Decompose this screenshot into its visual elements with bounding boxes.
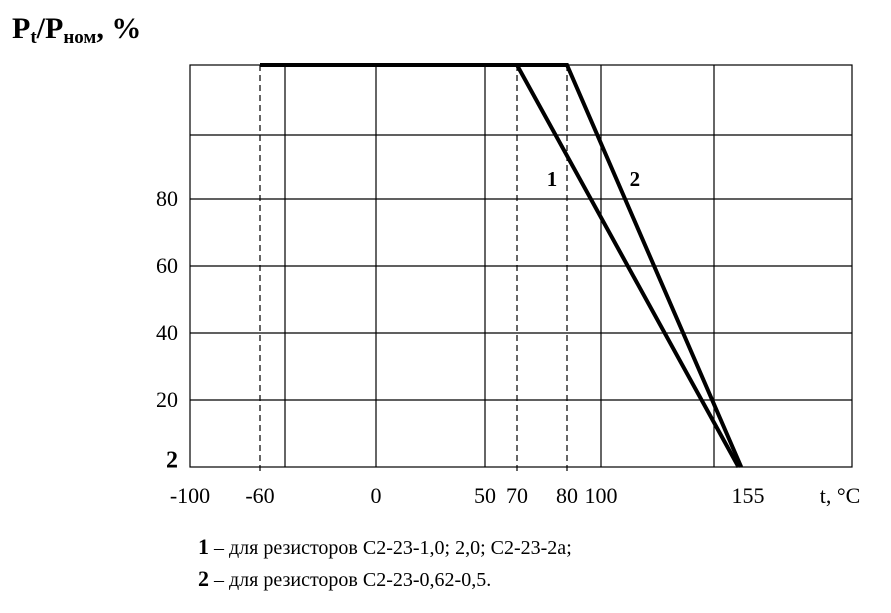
legend-text: для резисторов С2-23-1,0; 2,0; С2-23-2а;	[229, 537, 572, 559]
x-tick-label: 100	[585, 483, 618, 508]
y-tick-label: 80	[156, 186, 178, 211]
x-tick-label: -60	[245, 483, 274, 508]
y-tick-label: 60	[156, 253, 178, 278]
x-tick-label: 50	[474, 483, 496, 508]
x-tick-labels: -100 -60 0 50 70 80 100 155	[170, 483, 765, 508]
y-tick-label: 40	[156, 320, 178, 345]
x-tick-label: 155	[732, 483, 765, 508]
curve-label: 1	[547, 167, 558, 191]
legend-number: 1	[198, 534, 209, 559]
legend-dash: –	[209, 569, 229, 591]
legend-text: для резисторов С2-23-0,62-0,5.	[229, 569, 492, 591]
y-tick-labels: 2 20 40 60 80	[156, 186, 178, 473]
legend-item-1: 1 – для резисторов С2-23-1,0; 2,0; С2-23…	[198, 534, 572, 560]
series-line-2	[260, 63, 744, 468]
x-tick-label: 0	[371, 483, 382, 508]
x-tick-label: -100	[170, 483, 210, 508]
y-axis-label: Pt/Pном, %	[12, 12, 141, 48]
y-tick-label: 2	[166, 447, 178, 473]
legend-dash: –	[209, 537, 229, 559]
x-tick-label: 80	[556, 483, 578, 508]
x-axis-label: t, °C	[820, 483, 861, 508]
y-tick-label: 20	[156, 387, 178, 412]
grid	[189, 64, 853, 468]
x-tick-label: 70	[506, 483, 528, 508]
curves	[260, 63, 744, 468]
legend-item-2: 2 – для резисторов С2-23-0,62-0,5.	[198, 566, 491, 592]
legend-number: 2	[198, 566, 209, 591]
curve-label: 2	[630, 167, 641, 191]
dashed-lines	[259, 65, 568, 471]
